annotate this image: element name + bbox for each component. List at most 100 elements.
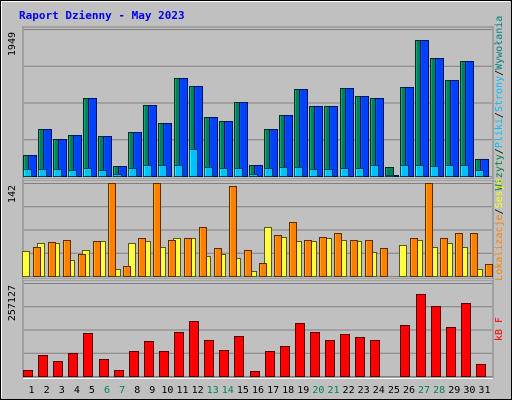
bar — [108, 183, 116, 277]
bar — [53, 169, 62, 177]
bar — [400, 325, 410, 377]
bar — [129, 351, 139, 377]
bar — [310, 332, 320, 377]
legend-entry-5: / — [494, 70, 505, 76]
bar — [446, 327, 456, 377]
bar — [450, 80, 459, 177]
bar — [168, 240, 176, 277]
bar — [470, 233, 478, 277]
bar — [420, 40, 429, 177]
x-tick-label: 2 — [44, 385, 50, 396]
x-tick-label: 3 — [59, 385, 65, 396]
bar — [229, 186, 237, 277]
bar — [158, 165, 167, 177]
y-max-label: 257127 — [7, 285, 18, 321]
bar — [289, 222, 297, 277]
x-tick-label: 6 — [104, 385, 110, 396]
bar — [93, 241, 101, 277]
bar — [465, 61, 474, 177]
bar — [63, 240, 71, 277]
bar — [143, 165, 152, 177]
bar — [99, 359, 109, 377]
bar — [68, 170, 77, 177]
x-tick-label: 21 — [327, 385, 339, 396]
x-tick-label: 22 — [343, 385, 355, 396]
bar — [340, 334, 350, 377]
bar — [430, 166, 439, 177]
x-tick-label: 30 — [463, 385, 475, 396]
bar — [284, 115, 293, 177]
x-tick-label: 10 — [161, 385, 173, 396]
bar — [415, 165, 424, 177]
x-tick-label: 17 — [267, 385, 279, 396]
bar — [280, 346, 290, 377]
bar — [234, 168, 243, 177]
x-tick-label: 16 — [252, 385, 264, 396]
x-tick-label: 7 — [119, 385, 125, 396]
bar — [385, 175, 394, 177]
x-tick-label: 26 — [403, 385, 415, 396]
bar — [48, 242, 56, 277]
bar — [23, 169, 32, 177]
x-tick-label: 31 — [478, 385, 490, 396]
x-tick-label: 5 — [89, 385, 95, 396]
bar — [239, 102, 248, 177]
bar — [345, 88, 354, 177]
y-max-label: 1949 — [7, 32, 18, 56]
bar — [309, 169, 318, 177]
bar — [23, 370, 33, 377]
bar — [189, 321, 199, 377]
bar — [148, 105, 157, 177]
bar — [416, 294, 426, 377]
bar — [224, 121, 233, 177]
bar — [319, 237, 327, 277]
legend-entry-1: / — [494, 208, 505, 214]
bar — [264, 227, 272, 277]
bar — [38, 169, 47, 177]
bar — [28, 155, 37, 177]
bar — [163, 123, 172, 177]
x-tick-label: 23 — [358, 385, 370, 396]
bar — [476, 364, 486, 377]
bar — [184, 238, 192, 277]
legend-entry-0: Lokalizacje — [494, 214, 505, 280]
bar — [370, 165, 379, 177]
bar — [265, 351, 275, 377]
bar — [73, 135, 82, 177]
legend-entry-3: / — [494, 112, 505, 118]
bar — [53, 361, 63, 377]
chart-title: Raport Dzienny - May 2023 — [19, 9, 185, 22]
x-axis-labels: 1 2 3 4 5 6 7 8 9 10 11 12 13 14 15 16 17 18 19 20 21 22 23 24 2… — [29, 385, 491, 396]
bar — [299, 89, 308, 177]
x-tick-label: 11 — [176, 385, 188, 396]
bar — [324, 169, 333, 177]
bar — [485, 264, 493, 277]
x-tick-label: 28 — [433, 385, 445, 396]
x-tick-label: 4 — [74, 385, 80, 396]
bar — [304, 240, 312, 277]
bar — [199, 227, 207, 277]
x-tick-label: 19 — [297, 385, 309, 396]
bar — [329, 106, 338, 177]
bar — [254, 165, 263, 177]
bar — [88, 98, 97, 177]
bar — [455, 233, 463, 277]
panel-bot: 257127 kB F — [7, 279, 505, 379]
bar — [360, 96, 369, 177]
bar — [400, 165, 409, 177]
bar — [128, 243, 136, 277]
x-tick-label: 24 — [373, 385, 385, 396]
bar — [204, 167, 213, 177]
bar — [22, 251, 30, 277]
bar — [405, 87, 414, 177]
bar — [38, 355, 48, 377]
x-tick-label: 1 — [29, 385, 35, 396]
series-kb-f — [23, 294, 486, 377]
bar — [435, 58, 444, 177]
bar — [325, 340, 335, 377]
bar — [460, 165, 469, 177]
bar — [43, 129, 52, 177]
bar — [294, 167, 303, 177]
